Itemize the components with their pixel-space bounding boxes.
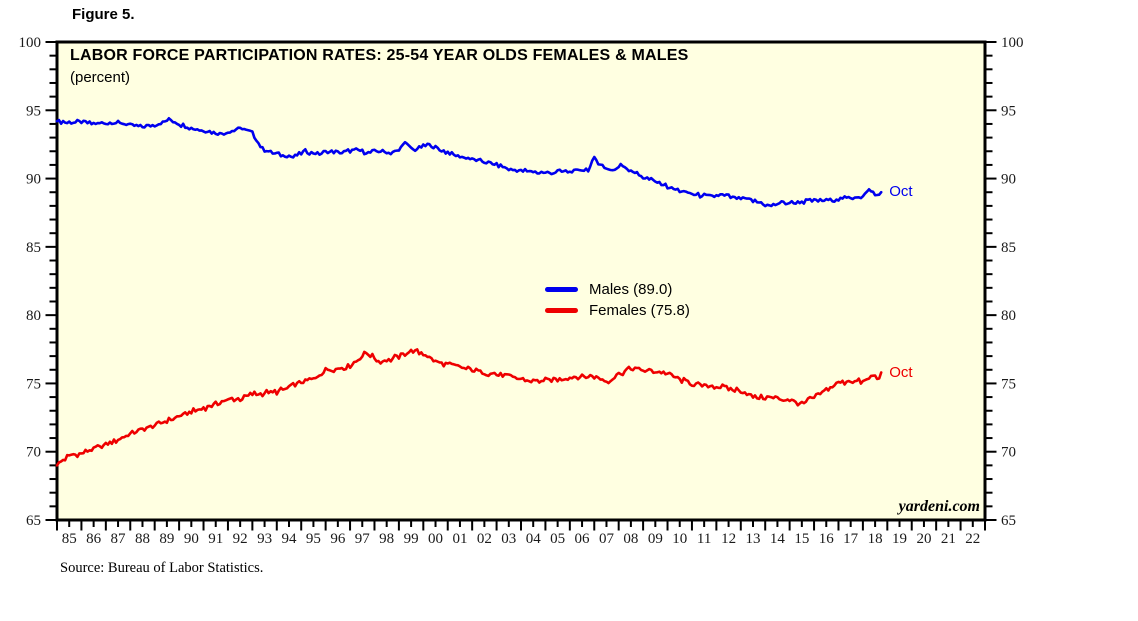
plot-frame — [55, 40, 987, 522]
axis-tick-label: 07 — [599, 531, 615, 547]
axis-tick-label: 12 — [721, 531, 736, 547]
axis-tick-label: 02 — [477, 531, 492, 547]
axis-tick-label: 85 — [26, 240, 41, 256]
axis-tick-label: 75 — [26, 376, 41, 392]
axis-tick-label: 87 — [111, 531, 127, 547]
legend-label-females: Females (75.8) — [589, 302, 690, 319]
axis-tick-label: 90 — [1001, 172, 1016, 188]
axis-tick-label: 05 — [550, 531, 565, 547]
axis-tick-label: 85 — [62, 531, 77, 547]
axis-tick-label: 95 — [1001, 103, 1016, 119]
axis-tick-label: 17 — [843, 531, 859, 547]
axis-tick-label: 21 — [941, 531, 956, 547]
axis-tick-label: 100 — [19, 35, 42, 51]
axis-tick-label: 04 — [526, 531, 542, 547]
axis-tick-label: 97 — [355, 531, 371, 547]
axis-tick-label: 03 — [501, 531, 516, 547]
axis-tick-label: 18 — [868, 531, 883, 547]
axis-tick-label: 70 — [1001, 445, 1016, 461]
females-line-swatch — [545, 308, 578, 313]
axis-tick-label: 16 — [819, 531, 835, 547]
axis-tick-label: 99 — [404, 531, 419, 547]
axis-tick-label: 06 — [575, 531, 591, 547]
chart-subtitle: (percent) — [70, 69, 131, 86]
axis-tick-label: 89 — [159, 531, 174, 547]
axis-tick-label: 09 — [648, 531, 663, 547]
axis-tick-label: 10 — [672, 531, 687, 547]
axis-tick-label: 14 — [770, 531, 786, 547]
axis-tick-label: 01 — [452, 531, 467, 547]
males-line — [55, 117, 883, 208]
source-note: Source: Bureau of Labor Statistics. — [60, 560, 264, 576]
axis-tick-label: 86 — [86, 531, 102, 547]
watermark-yardeni: yardeni.com — [898, 498, 980, 515]
axis-tick-label: 75 — [1001, 376, 1016, 392]
axis-tick-label: 90 — [184, 531, 199, 547]
axis-tick-label: 22 — [965, 531, 980, 547]
axis-tick-label: 90 — [26, 172, 41, 188]
legend-label-males: Males (89.0) — [589, 281, 673, 298]
females-line — [55, 348, 883, 467]
figure-label: Figure 5. — [72, 6, 135, 23]
axis-tick-label: 70 — [26, 445, 41, 461]
axis-tick-label: 94 — [282, 531, 298, 547]
axis-tick-label: 98 — [379, 531, 394, 547]
axis-tick-label: 85 — [1001, 240, 1016, 256]
axis-tick-label: 00 — [428, 531, 443, 547]
males-end-label: Oct — [889, 183, 913, 201]
axis-tick-label: 95 — [26, 103, 41, 119]
axis-tick-label: 08 — [623, 531, 638, 547]
axis-tick-label: 93 — [257, 531, 272, 547]
males-line-swatch — [545, 287, 578, 292]
axis-tick-label: 19 — [892, 531, 907, 547]
axis-tick-label: 15 — [794, 531, 809, 547]
axis-tick-label: 65 — [1001, 513, 1016, 529]
axis-tick-label: 13 — [746, 531, 761, 547]
axis-tick-label: 95 — [306, 531, 321, 547]
axis-tick-label: 11 — [697, 531, 711, 547]
legend-item-females: Females (75.8) — [545, 300, 690, 321]
axis-tick-label: 100 — [1001, 35, 1024, 51]
axis-tick-label: 88 — [135, 531, 150, 547]
axis-tick-label: 80 — [26, 308, 41, 324]
legend: Males (89.0) Females (75.8) — [545, 279, 690, 321]
axis-tick-label: 96 — [330, 531, 346, 547]
legend-item-males: Males (89.0) — [545, 279, 690, 300]
axis-tick-label: 20 — [916, 531, 931, 547]
axis-tick-label: 92 — [233, 531, 248, 547]
females-end-label: Oct — [889, 363, 913, 381]
chart-title: LABOR FORCE PARTICIPATION RATES: 25-54 Y… — [70, 47, 689, 64]
axis-tick-label: 65 — [26, 513, 41, 529]
axis-tick-label: 91 — [208, 531, 223, 547]
axis-tick-label: 80 — [1001, 308, 1016, 324]
